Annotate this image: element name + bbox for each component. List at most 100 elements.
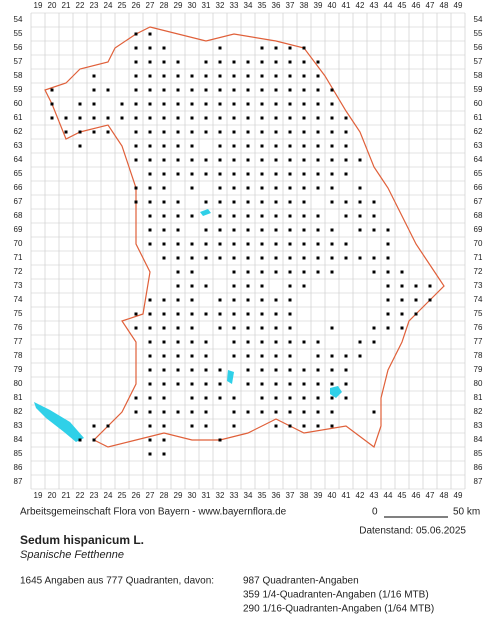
column-label: 37 (286, 1, 295, 10)
record-dot (218, 214, 222, 218)
record-dot (344, 368, 348, 372)
record-dot (246, 88, 250, 92)
record-dot (204, 340, 208, 344)
record-dot (246, 172, 250, 176)
record-dot (148, 214, 152, 218)
record-dot (218, 158, 222, 162)
record-dot (330, 396, 334, 400)
row-label: 80 (474, 379, 483, 388)
record-dot (162, 424, 166, 428)
row-label: 66 (14, 183, 23, 192)
record-dot (330, 130, 334, 134)
record-dot (148, 116, 152, 120)
record-dot (330, 368, 334, 372)
record-dot (218, 130, 222, 134)
record-dot (162, 340, 166, 344)
record-dot (372, 410, 376, 414)
record-dot (260, 172, 264, 176)
record-dot (176, 340, 180, 344)
record-dot (274, 382, 278, 386)
record-dot (78, 102, 82, 106)
record-dot (190, 88, 194, 92)
record-dot (344, 256, 348, 260)
record-dot (260, 74, 264, 78)
record-dot (246, 410, 250, 414)
record-dot (176, 312, 180, 316)
record-dot (162, 130, 166, 134)
row-label: 62 (14, 127, 23, 136)
record-dot (246, 298, 250, 302)
record-dot (148, 242, 152, 246)
row-label: 78 (14, 351, 23, 360)
record-dot (260, 130, 264, 134)
record-dot (218, 438, 222, 442)
record-dot (162, 74, 166, 78)
record-dot (330, 256, 334, 260)
record-dot (190, 158, 194, 162)
record-dot (162, 452, 166, 456)
record-dot (232, 130, 236, 134)
record-dot (386, 228, 390, 232)
record-dot (176, 88, 180, 92)
record-dot (148, 382, 152, 386)
record-dot (204, 368, 208, 372)
record-dot (190, 74, 194, 78)
record-dot (232, 242, 236, 246)
record-dot (260, 410, 264, 414)
record-dot (176, 382, 180, 386)
record-dot (302, 88, 306, 92)
record-dot (218, 312, 222, 316)
record-dot (176, 354, 180, 358)
record-dot (302, 368, 306, 372)
row-label: 76 (14, 323, 23, 332)
record-dot (274, 60, 278, 64)
record-dot (302, 172, 306, 176)
record-dot (204, 396, 208, 400)
row-label: 85 (14, 449, 23, 458)
column-label: 24 (104, 1, 113, 10)
record-dot (246, 144, 250, 148)
record-dot (302, 228, 306, 232)
record-dot (148, 354, 152, 358)
record-dot (260, 284, 264, 288)
row-label: 55 (14, 29, 23, 38)
record-dot (162, 326, 166, 330)
record-dot (134, 312, 138, 316)
record-dot (204, 312, 208, 316)
record-dot (218, 242, 222, 246)
record-dot (316, 214, 320, 218)
record-dot (162, 242, 166, 246)
row-label: 80 (14, 379, 23, 388)
column-label: 29 (174, 491, 183, 500)
row-label: 74 (14, 295, 23, 304)
column-label: 31 (202, 491, 211, 500)
record-dot (358, 354, 362, 358)
row-label: 79 (474, 365, 483, 374)
record-dot (134, 60, 138, 64)
record-dot (330, 270, 334, 274)
record-dot (260, 242, 264, 246)
record-dot (218, 368, 222, 372)
record-dot (288, 396, 292, 400)
row-label: 87 (474, 477, 483, 486)
record-dot (134, 396, 138, 400)
record-dot (274, 354, 278, 358)
record-dot (260, 298, 264, 302)
record-dot (386, 242, 390, 246)
record-dot (204, 200, 208, 204)
record-dot (288, 102, 292, 106)
record-dot (288, 60, 292, 64)
record-dot (218, 102, 222, 106)
record-dot (176, 228, 180, 232)
record-dot (260, 88, 264, 92)
row-label: 56 (474, 43, 483, 52)
record-dot (148, 340, 152, 344)
record-dot (274, 102, 278, 106)
record-dot (316, 102, 320, 106)
record-dot (176, 172, 180, 176)
column-label: 20 (48, 1, 57, 10)
record-dot (302, 214, 306, 218)
column-label: 29 (174, 1, 183, 10)
record-dot (218, 326, 222, 330)
row-label: 82 (474, 407, 483, 416)
